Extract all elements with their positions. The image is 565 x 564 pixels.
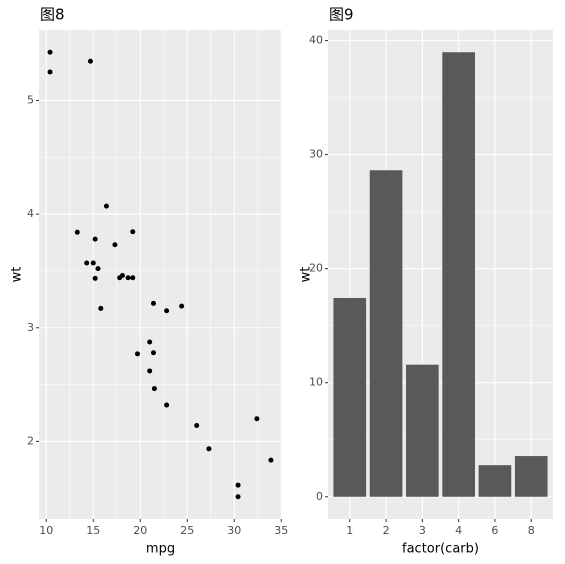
y-tick-label: 40: [309, 34, 323, 47]
point: [134, 351, 140, 357]
x-tick-label: 10: [39, 524, 53, 537]
point: [74, 229, 80, 235]
y-tick-label: 20: [309, 262, 323, 275]
point: [254, 416, 260, 422]
point: [95, 266, 101, 272]
x-tick-label: 3: [419, 524, 426, 537]
point: [235, 482, 241, 488]
y-axis-label: wt: [299, 267, 314, 283]
y-tick-label: 4: [27, 207, 34, 220]
point: [147, 339, 153, 345]
point: [150, 300, 156, 306]
point: [84, 260, 90, 266]
bar: [333, 297, 367, 497]
x-tick-label: 35: [274, 524, 288, 537]
x-tick-label: 20: [133, 524, 147, 537]
point: [206, 446, 212, 452]
point: [150, 350, 156, 356]
point: [268, 457, 274, 463]
point: [130, 229, 136, 235]
point: [151, 386, 157, 392]
point: [117, 275, 123, 281]
point: [92, 236, 98, 242]
point: [194, 423, 200, 429]
bar: [406, 364, 439, 497]
point: [112, 242, 118, 248]
x-axis-label: mpg: [146, 542, 175, 557]
x-tick-label: 25: [180, 524, 194, 537]
bar: [514, 456, 548, 497]
point: [179, 303, 185, 309]
chart-title: 图8: [40, 6, 65, 24]
y-tick-label: 5: [27, 93, 34, 106]
y-tick-label: 3: [27, 321, 34, 334]
chart-title: 图9: [329, 6, 354, 24]
x-axis-label: factor(carb): [402, 542, 479, 557]
point: [125, 275, 131, 281]
y-axis-label: wt: [10, 267, 25, 283]
x-tick-label: 4: [455, 524, 462, 537]
y-tick-label: 2: [27, 434, 34, 447]
point: [47, 49, 53, 55]
point: [47, 69, 53, 75]
point: [90, 260, 96, 266]
point: [130, 275, 136, 281]
point: [103, 203, 109, 209]
bar: [369, 170, 403, 497]
panel-background: [39, 30, 282, 519]
bar: [442, 52, 475, 497]
point: [164, 308, 170, 314]
point: [147, 368, 153, 374]
point: [87, 58, 93, 64]
y-tick-label: 30: [309, 148, 323, 161]
y-tick-label: 10: [309, 376, 323, 389]
x-tick-label: 2: [383, 524, 390, 537]
bar: [478, 465, 512, 497]
point: [98, 305, 104, 311]
x-tick-label: 30: [227, 524, 241, 537]
x-tick-label: 8: [528, 524, 535, 537]
y-tick-label: 0: [316, 490, 323, 503]
point: [164, 402, 170, 408]
x-tick-label: 6: [491, 524, 498, 537]
point: [92, 275, 98, 281]
point: [235, 494, 241, 500]
x-tick-label: 1: [346, 524, 353, 537]
x-tick-label: 15: [86, 524, 100, 537]
